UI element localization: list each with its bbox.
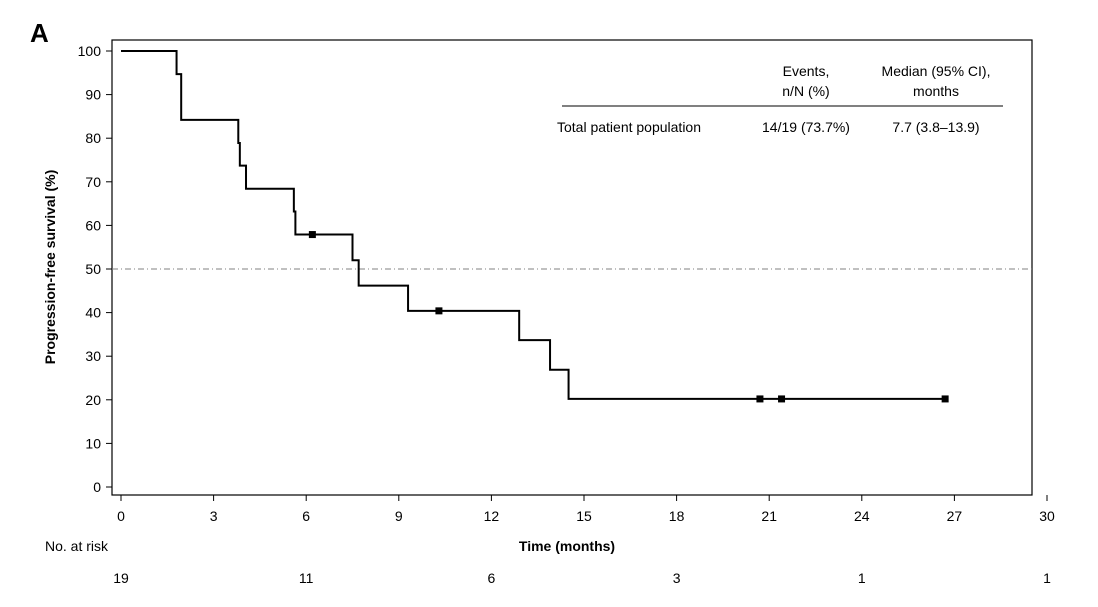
censor-mark xyxy=(308,231,316,239)
x-tick-label: 15 xyxy=(576,508,592,524)
censor-mark xyxy=(778,395,786,403)
risk-count: 1 xyxy=(1043,570,1051,586)
x-axis-title: Time (months) xyxy=(519,538,615,554)
censor-mark xyxy=(435,307,443,315)
x-tick-label: 18 xyxy=(669,508,685,524)
y-axis: 0 10 20 30 40 50 60 70 80 90 100 xyxy=(78,43,112,495)
risk-table-title: No. at risk xyxy=(45,538,109,554)
inset-header-median-line1: Median (95% CI), xyxy=(882,63,991,79)
x-tick-label: 3 xyxy=(210,508,218,524)
y-tick-label: 70 xyxy=(85,174,101,190)
censor-mark xyxy=(941,395,949,403)
x-tick-label: 24 xyxy=(854,508,870,524)
risk-count: 3 xyxy=(673,570,681,586)
x-tick-label: 12 xyxy=(484,508,500,524)
y-tick-label: 80 xyxy=(85,130,101,146)
y-tick-label: 100 xyxy=(78,43,102,59)
y-axis-title: Progression-free survival (%) xyxy=(42,170,58,365)
inset-header-median-line2: months xyxy=(913,83,959,99)
y-tick-label: 0 xyxy=(93,479,101,495)
risk-count: 19 xyxy=(113,570,129,586)
y-tick-label: 50 xyxy=(85,261,101,277)
y-tick-label: 60 xyxy=(85,217,101,233)
inset-row-events: 14/19 (73.7%) xyxy=(762,119,850,135)
survival-curve xyxy=(121,50,946,400)
x-tick-label: 9 xyxy=(395,508,403,524)
x-tick-label: 21 xyxy=(761,508,777,524)
censor-marks xyxy=(308,231,949,403)
y-tick-label: 40 xyxy=(85,305,101,321)
inset-header-events-line1: Events, xyxy=(783,63,830,79)
risk-count: 11 xyxy=(299,570,314,586)
y-tick-label: 10 xyxy=(85,435,101,451)
risk-count: 1 xyxy=(858,570,866,586)
plot-frame xyxy=(111,39,1033,496)
x-axis: 0 3 6 9 12 15 18 21 24 27 30 xyxy=(117,495,1055,524)
x-tick-label: 6 xyxy=(302,508,310,524)
y-tick-label: 20 xyxy=(85,392,101,408)
inset-row-label: Total patient population xyxy=(557,119,701,135)
risk-count: 6 xyxy=(488,570,496,586)
panel-label: A xyxy=(30,18,49,48)
x-tick-label: 0 xyxy=(117,508,125,524)
risk-table-counts: 19 11 6 3 1 1 xyxy=(113,570,1051,586)
y-tick-label: 90 xyxy=(85,87,101,103)
y-tick-label: 30 xyxy=(85,348,101,364)
inset-row-median: 7.7 (3.8–13.9) xyxy=(892,119,979,135)
censor-mark xyxy=(756,395,764,403)
x-tick-label: 30 xyxy=(1039,508,1055,524)
inset-header-events-line2: n/N (%) xyxy=(782,83,829,99)
inset-table: Events, n/N (%) Median (95% CI), months … xyxy=(557,63,1003,135)
x-tick-label: 27 xyxy=(947,508,963,524)
